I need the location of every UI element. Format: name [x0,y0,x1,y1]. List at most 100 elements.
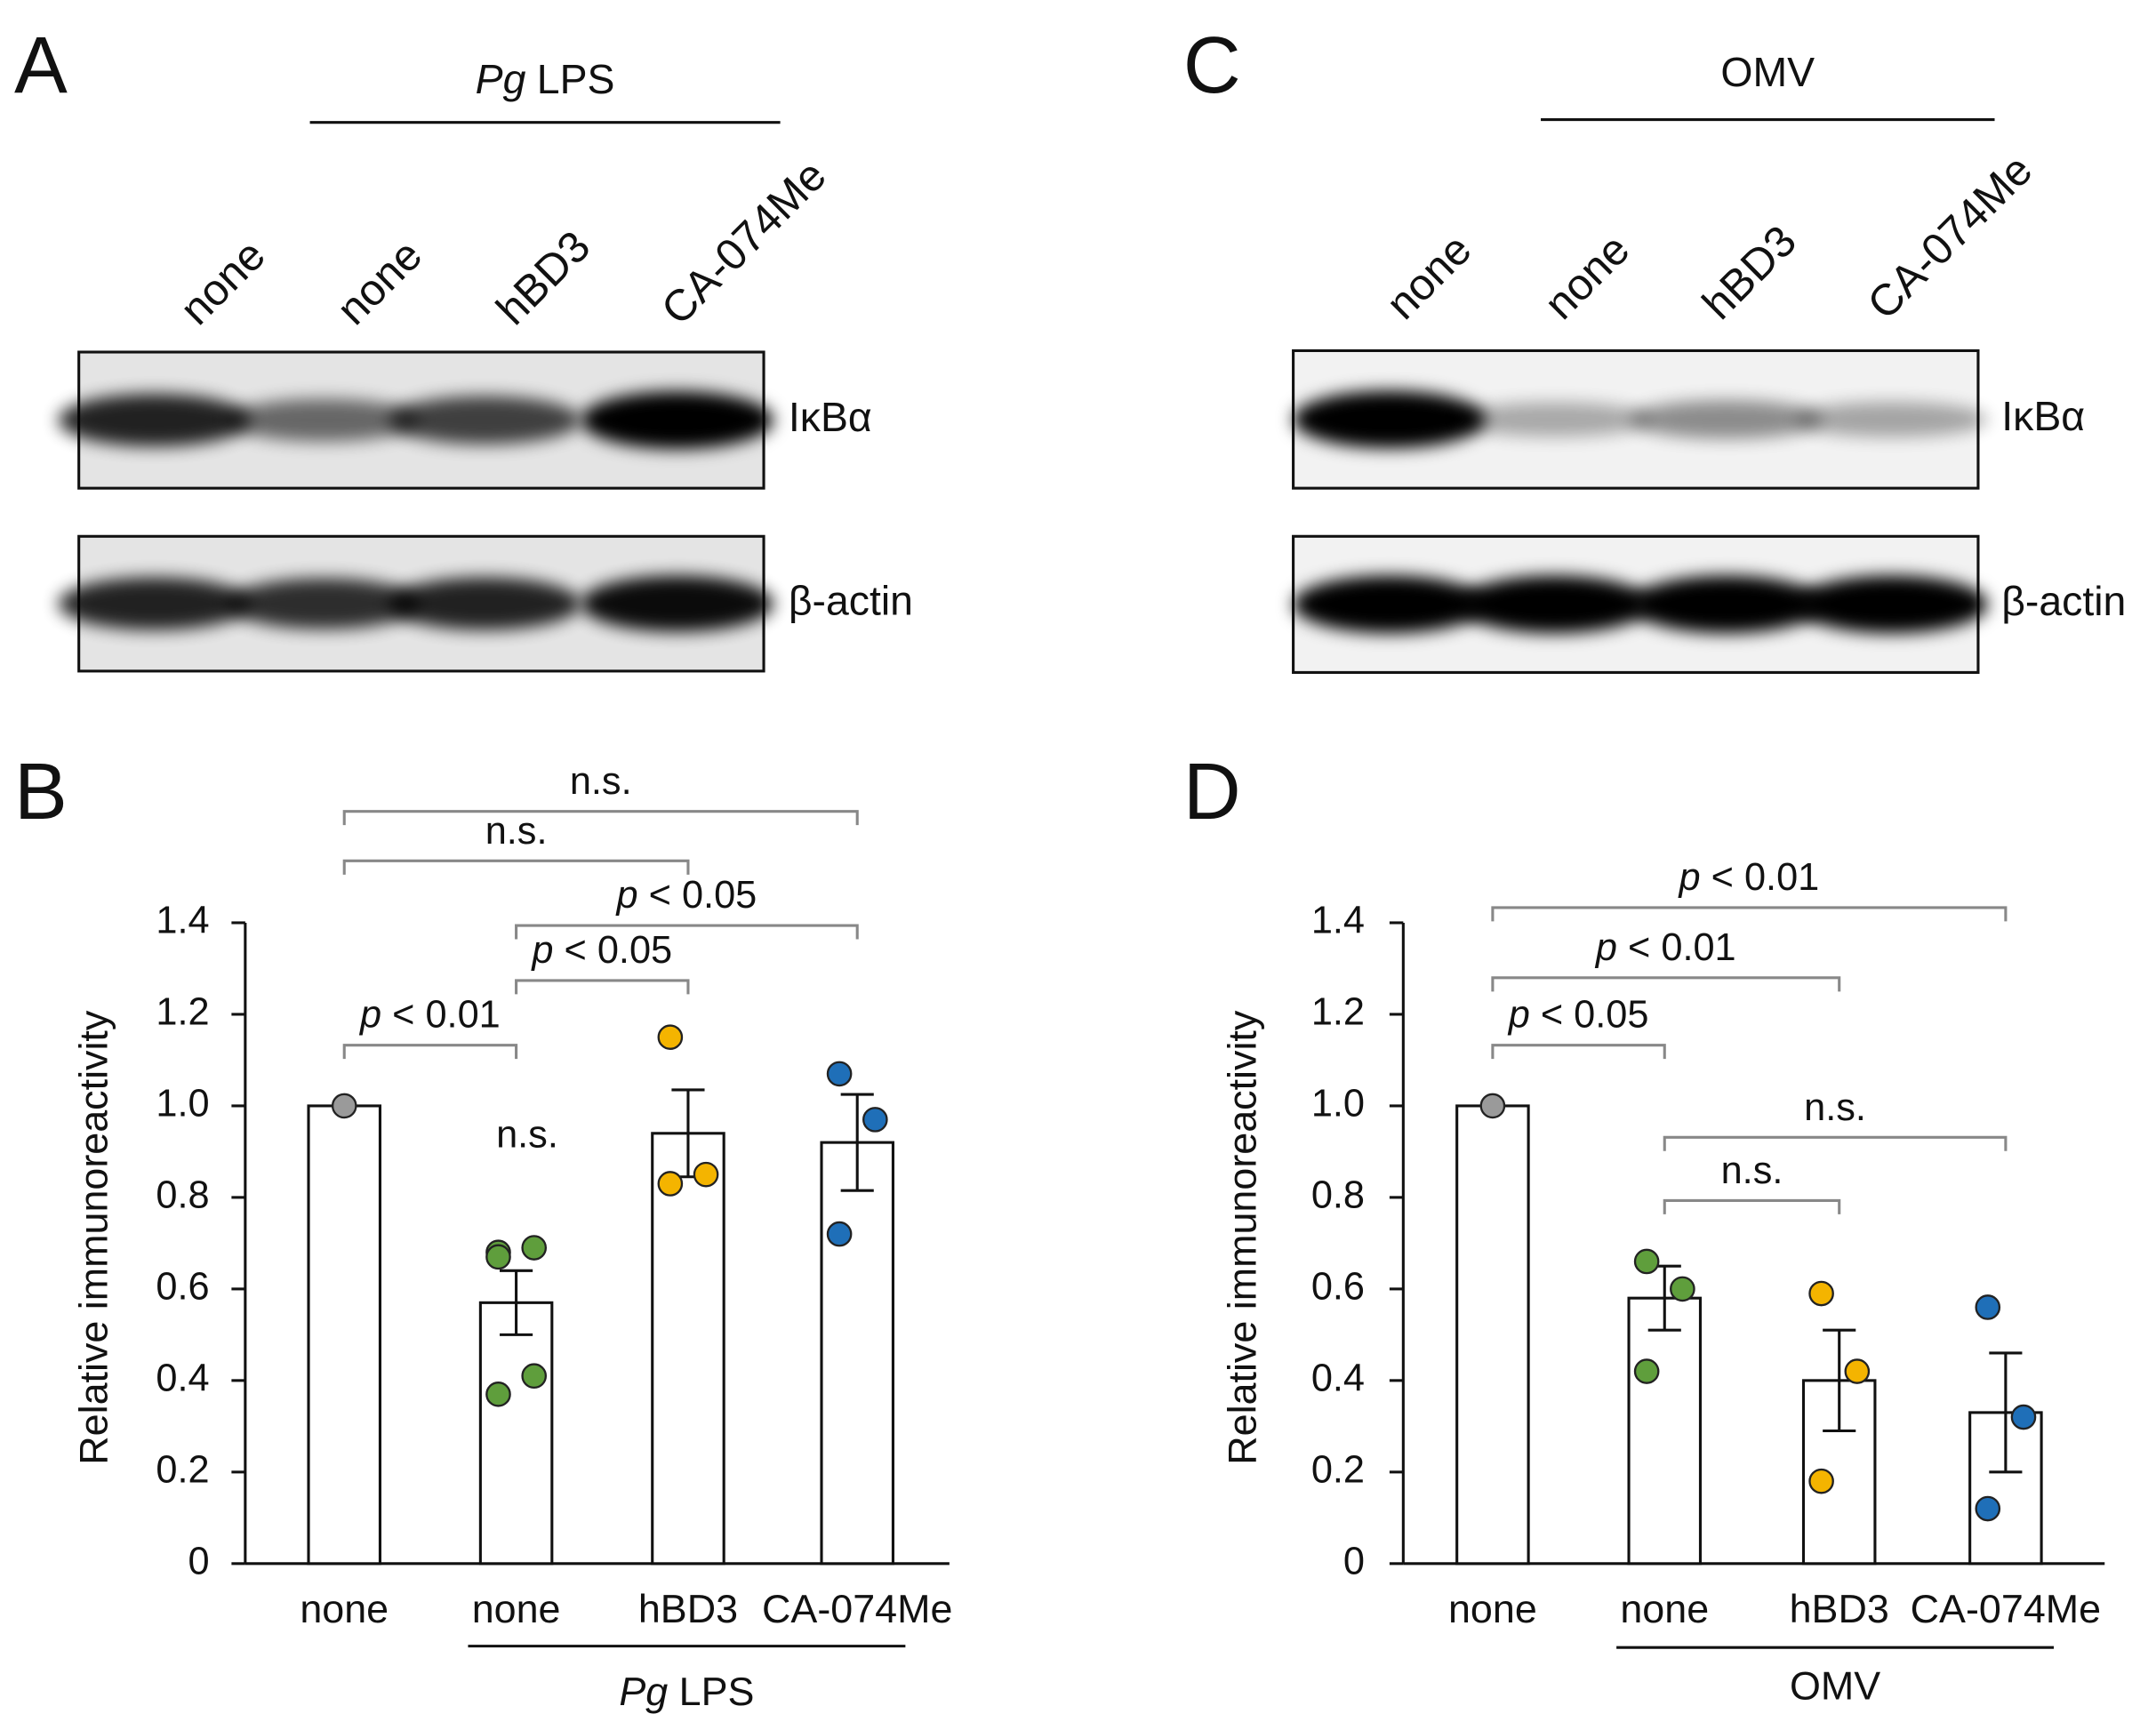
y-tick-label: 1.2 [156,990,209,1033]
lane-label: hBD3 [1694,216,1806,328]
y-tick-label: 0 [1343,1540,1365,1582]
sig-bracket [1491,976,1841,992]
data-point [1808,1280,1834,1307]
sig-bracket [515,924,859,940]
data-point [2010,1404,2037,1430]
data-point [826,1221,853,1247]
bar [651,1132,725,1566]
band [581,575,773,632]
group-label-part: OMV [1790,1662,1880,1708]
sig-label: n.s. [1804,1086,1866,1129]
band [388,577,581,630]
sig-bracket [1491,906,2008,922]
band [1293,575,1487,634]
data-point [1633,1248,1660,1275]
sig-label: p < 0.01 [1594,926,1736,969]
group-label-part: Pg [476,56,526,102]
band [581,391,773,450]
panel-letter: B [14,748,68,837]
x-tick-label: none [1620,1586,1709,1631]
sig-label: n.s. [570,760,632,803]
y-tick-label: 0.6 [156,1265,209,1308]
band-label: β-actin [2001,578,2126,624]
y-tick-label: 0.8 [156,1173,209,1216]
x-tick-label: hBD3 [638,1586,738,1631]
data-point [485,1382,511,1407]
band [1795,575,1988,634]
band [58,577,252,630]
y-tick-label: 0.6 [1311,1265,1365,1308]
panel-letter: A [14,21,68,110]
sig-bracket [1491,1044,1666,1060]
error-bar [840,1093,874,1192]
y-tick-label: 1.2 [1311,990,1365,1033]
x-tick-label: CA-074Me [1911,1586,2101,1631]
group-label-part: LPS [537,56,615,102]
band-label: IκBα [2001,393,2085,439]
lane-label: CA-074Me [653,151,836,334]
data-point [1808,1468,1834,1494]
x-tick-label: none [300,1586,389,1631]
error-bar [500,1269,533,1336]
y-axis-label: Relative immunoreactivity [71,1010,116,1465]
y-tick-label: 0.4 [156,1357,209,1399]
band [227,578,421,629]
data-point [1670,1276,1695,1302]
y-tick-label: 0.4 [1311,1357,1365,1399]
y-tick-label: 0.2 [1311,1448,1365,1491]
band [1630,400,1823,439]
band-label: β-actin [789,577,913,623]
group-label: OMV [1790,1662,1880,1708]
band [1458,575,1651,634]
data-point [826,1061,853,1087]
panel-letter: C [1183,21,1241,110]
data-point [1975,1495,2001,1522]
data-point [693,1161,719,1188]
y-tick-label: 0 [188,1540,210,1582]
band [1630,575,1823,634]
panel-letter: D [1183,748,1241,837]
x-tick-label: hBD3 [1790,1586,1889,1631]
group-label: OMV [1720,49,1815,95]
x-tick-label: none [1448,1586,1537,1631]
sig-label: p < 0.01 [1678,856,1820,899]
y-tick-label: 0.2 [156,1448,209,1491]
sig-bracket [342,810,859,826]
x-tick-label: none [472,1586,561,1631]
band [388,396,581,445]
y-tick-label: 1.4 [156,899,209,941]
band [1458,402,1651,437]
y-tick-label: 1.4 [1311,899,1365,941]
band [1795,401,1988,437]
bar [307,1104,381,1566]
sig-label: p < 0.05 [530,929,672,972]
bar [478,1301,554,1566]
error-bar [1989,1351,2023,1474]
group-label: Pg LPS [619,1669,754,1714]
y-axis-label: Relative immunoreactivity [1219,1010,1264,1465]
sig-bracket [515,979,690,995]
data-point [862,1107,888,1133]
data-point [1844,1358,1871,1384]
y-tick-label: 1.0 [1311,1082,1365,1125]
y-tick-label: 1.0 [156,1082,209,1125]
error-bar [1823,1328,1856,1433]
data-point [1975,1294,2001,1320]
lane-label: none [1535,225,1639,329]
bar [1455,1104,1530,1566]
bar [1627,1296,1703,1566]
data-point [1479,1093,1506,1119]
data-point [485,1244,511,1270]
sig-bracket [1663,1198,1841,1214]
sig-label: n.s. [485,810,548,853]
data-point [521,1235,548,1261]
band [227,398,421,442]
blot-bands [58,575,773,632]
data-point [331,1093,357,1119]
lane-label: CA-074Me [1858,146,2041,329]
sig-bracket [342,1044,518,1060]
group-label: Pg LPS [476,56,615,102]
data-point [521,1363,548,1390]
sig-label: p < 0.05 [1507,994,1649,1037]
